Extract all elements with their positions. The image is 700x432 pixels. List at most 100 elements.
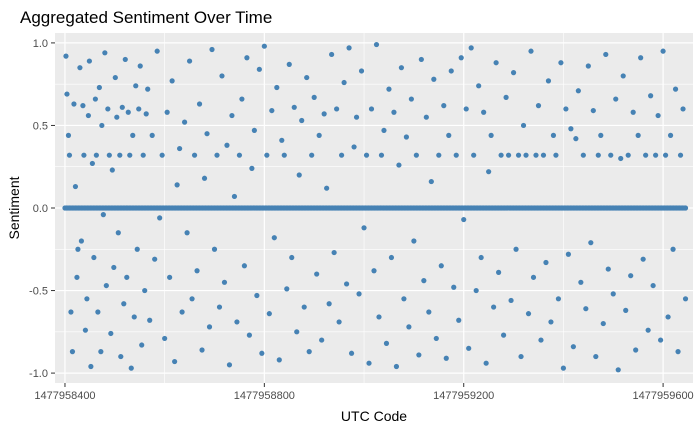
data-point	[540, 152, 547, 158]
data-point	[533, 152, 539, 158]
data-point	[413, 152, 419, 158]
data-point	[77, 65, 83, 71]
data-point	[426, 309, 432, 315]
data-point	[179, 309, 185, 315]
data-point	[82, 327, 89, 333]
data-point	[386, 86, 392, 92]
data-point	[563, 106, 569, 112]
data-points	[62, 41, 689, 373]
y-tick-label: 0.0	[33, 203, 48, 215]
data-point	[568, 126, 574, 132]
data-point	[81, 152, 87, 158]
data-point	[383, 340, 390, 346]
data-point	[635, 132, 641, 138]
data-point	[63, 53, 69, 59]
data-point	[401, 296, 407, 302]
data-point	[483, 360, 489, 366]
data-point	[214, 152, 220, 158]
data-point	[510, 70, 517, 76]
data-point	[378, 152, 385, 158]
data-point	[658, 337, 664, 343]
data-point	[366, 360, 372, 366]
data-point	[381, 127, 387, 134]
data-point	[294, 329, 300, 335]
data-point	[266, 311, 272, 317]
data-point	[103, 282, 109, 289]
data-point	[89, 160, 95, 167]
chart-title: Aggregated Sentiment Over Time	[20, 8, 272, 27]
data-point	[274, 84, 280, 91]
y-axis-title: Sentiment	[6, 176, 22, 239]
data-point	[493, 60, 499, 66]
data-point	[241, 263, 248, 269]
data-point	[373, 41, 380, 48]
data-point	[343, 281, 350, 287]
data-point	[136, 106, 142, 112]
data-point	[672, 86, 679, 92]
data-point	[259, 350, 265, 356]
data-point	[249, 165, 255, 171]
data-point	[119, 104, 125, 110]
data-point	[147, 317, 153, 323]
data-point	[177, 145, 183, 152]
data-point	[99, 122, 105, 129]
data-point	[530, 274, 537, 280]
data-point	[408, 96, 414, 102]
data-point	[93, 152, 99, 158]
data-point	[186, 58, 193, 64]
data-point	[662, 152, 669, 158]
data-point	[363, 152, 370, 158]
data-point	[69, 349, 76, 355]
data-point	[224, 142, 230, 148]
data-point	[605, 266, 611, 272]
data-point	[520, 122, 527, 129]
data-point	[361, 225, 367, 231]
data-point	[172, 358, 178, 365]
data-point	[443, 355, 449, 361]
data-point	[680, 106, 686, 112]
data-point	[106, 152, 112, 158]
data-point	[133, 83, 139, 89]
data-point	[189, 296, 195, 302]
data-point	[226, 362, 233, 368]
data-point	[164, 109, 170, 115]
data-point	[588, 240, 594, 246]
data-point	[216, 304, 223, 310]
x-tick-label: 1477958400	[34, 390, 95, 402]
data-point	[311, 94, 317, 100]
data-point	[570, 344, 576, 350]
data-point	[593, 353, 599, 360]
data-point	[108, 330, 114, 337]
data-point	[638, 55, 644, 61]
data-point	[181, 119, 188, 125]
data-point	[528, 48, 534, 54]
data-point	[388, 254, 395, 261]
data-point	[276, 357, 282, 363]
data-point	[115, 230, 121, 236]
data-point	[376, 314, 382, 320]
data-point	[371, 268, 377, 274]
data-point	[98, 349, 104, 355]
data-point	[446, 132, 452, 138]
data-point	[575, 88, 581, 94]
data-point	[174, 182, 180, 188]
data-point	[206, 324, 213, 330]
data-point	[74, 274, 80, 280]
data-point	[653, 152, 659, 158]
data-point	[545, 78, 552, 84]
data-point	[356, 291, 362, 297]
data-point	[431, 76, 437, 82]
data-point	[306, 349, 312, 355]
data-point	[199, 347, 205, 353]
data-point	[667, 132, 674, 138]
data-point	[209, 46, 215, 53]
data-point	[550, 132, 557, 138]
data-point	[75, 246, 81, 252]
data-point	[143, 111, 149, 117]
y-tick-label: 1.0	[33, 38, 48, 50]
data-point	[558, 60, 564, 66]
data-point	[256, 66, 262, 72]
data-point	[114, 114, 120, 120]
data-point	[682, 296, 689, 302]
data-point	[254, 292, 260, 299]
